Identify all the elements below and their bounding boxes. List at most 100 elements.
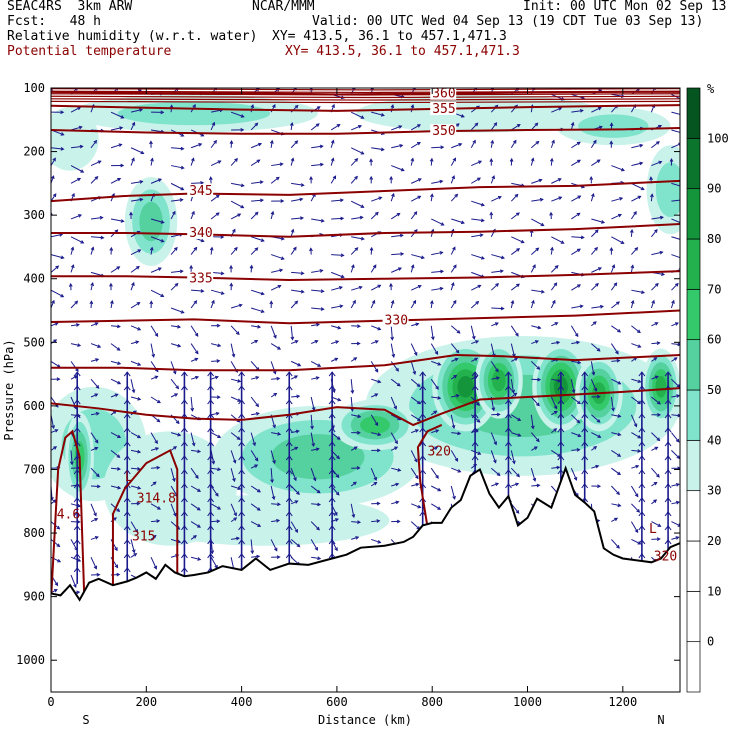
- wind-vector: [70, 165, 84, 173]
- wind-vector-head: [356, 466, 361, 470]
- wind-vector-head: [79, 144, 84, 149]
- wind-vector-head: [552, 299, 556, 304]
- wind-vector: [650, 194, 653, 202]
- wind-vector-head: [155, 447, 160, 451]
- wind-vector-head: [51, 211, 53, 216]
- wind-vector-head: [617, 432, 622, 437]
- wind-vector-head: [254, 457, 259, 462]
- wind-vector-head: [516, 248, 521, 252]
- wind-vector-head: [354, 247, 359, 251]
- wind-vector: [570, 468, 577, 481]
- wind-vector-head: [653, 499, 658, 503]
- wind-vector-head: [451, 424, 456, 430]
- wind-vector: [630, 521, 639, 533]
- wind-vector-head: [477, 451, 482, 455]
- wind-vector-head: [180, 133, 185, 137]
- wind-vector: [250, 159, 260, 166]
- wind-vector-head: [252, 442, 256, 447]
- wind-vector-head: [240, 128, 245, 132]
- wind-vector-head: [454, 357, 459, 362]
- wind-vector-head: [54, 582, 59, 587]
- wind-vector-head: [77, 177, 82, 182]
- wind-vector-head: [76, 413, 81, 418]
- wind-vector: [530, 300, 535, 309]
- wind-vector-head: [554, 264, 559, 269]
- wind-vector: [431, 429, 439, 434]
- wind-vector-head: [454, 457, 459, 462]
- wind-vector: [671, 432, 680, 443]
- colorbar-box-5: [686, 389, 701, 441]
- wind-vector: [471, 177, 481, 184]
- wind-vector: [130, 266, 140, 273]
- wind-vector-head: [549, 157, 554, 162]
- wind-vector-head: [474, 357, 479, 362]
- wind-vector: [411, 323, 419, 327]
- wind-vector-head: [290, 228, 295, 233]
- wind-vector-head: [439, 286, 444, 291]
- wind-vector: [551, 378, 561, 382]
- wind-vector-head: [378, 196, 383, 201]
- updraft-head-11: [581, 371, 589, 377]
- wind-vector-head: [514, 193, 519, 198]
- colorbar-tick-label-100: 100: [707, 131, 729, 145]
- wind-vector: [310, 193, 316, 202]
- wind-vector: [310, 123, 320, 131]
- wind-vector-head: [637, 195, 642, 200]
- wind-vector: [250, 485, 261, 493]
- wind-vector-head: [372, 264, 377, 269]
- wind-vector-head: [173, 446, 178, 450]
- wind-vector: [191, 182, 204, 184]
- wind-vector: [571, 236, 584, 239]
- theta-upper-contour: [51, 90, 680, 94]
- wind-vector-head: [94, 393, 99, 397]
- wind-vector-head: [641, 290, 646, 295]
- wind-vector: [511, 236, 525, 243]
- wind-vector: [371, 196, 382, 202]
- wind-vector-head: [152, 481, 157, 486]
- wind-vector: [490, 467, 501, 476]
- wind-vector-head: [617, 453, 622, 457]
- wind-vector-head: [397, 267, 402, 271]
- wind-vector: [550, 265, 559, 273]
- wind-vector: [290, 300, 298, 309]
- wind-vector: [551, 410, 558, 416]
- wind-vector-head: [599, 304, 604, 309]
- wind-vector-head: [673, 357, 678, 361]
- wind-vector-head: [637, 434, 642, 439]
- wind-vector-head: [571, 389, 576, 394]
- wind-vector: [290, 140, 298, 149]
- wind-vector: [70, 324, 80, 327]
- wind-vector: [651, 251, 663, 256]
- wind-vector: [410, 211, 418, 220]
- wind-vector-head: [217, 467, 222, 472]
- wind-vector: [190, 556, 201, 561]
- theta-label-bg: [187, 225, 214, 239]
- wind-vector: [591, 465, 599, 469]
- wind-vector-head: [656, 341, 661, 345]
- theta-contour-314.8: [111, 448, 179, 600]
- wind-vector-head: [169, 104, 174, 109]
- wind-vector: [371, 393, 378, 398]
- wind-vector-head: [609, 122, 614, 127]
- wind-vector-head: [229, 264, 233, 269]
- wind-vector-head: [117, 380, 122, 385]
- wind-vector: [350, 503, 355, 518]
- wind-vector: [230, 343, 235, 357]
- wind-vector: [591, 229, 599, 238]
- colorbar-tick-label-0: 0: [707, 635, 714, 649]
- wind-vector-head: [440, 269, 445, 274]
- wind-vector: [270, 468, 273, 483]
- wind-vector-head: [671, 299, 675, 304]
- theta-label-bg: [430, 88, 457, 100]
- wind-vector: [511, 432, 521, 437]
- wind-vector: [550, 140, 555, 148]
- wind-vector: [411, 483, 419, 487]
- wind-vector-head: [353, 357, 358, 361]
- wind-vector: [51, 147, 64, 150]
- wind-vector: [510, 140, 517, 149]
- wind-vector: [110, 378, 121, 385]
- wind-vector: [511, 212, 520, 220]
- wind-vector-head: [360, 151, 365, 155]
- wind-vector-head: [537, 377, 542, 382]
- wind-vector: [290, 340, 298, 345]
